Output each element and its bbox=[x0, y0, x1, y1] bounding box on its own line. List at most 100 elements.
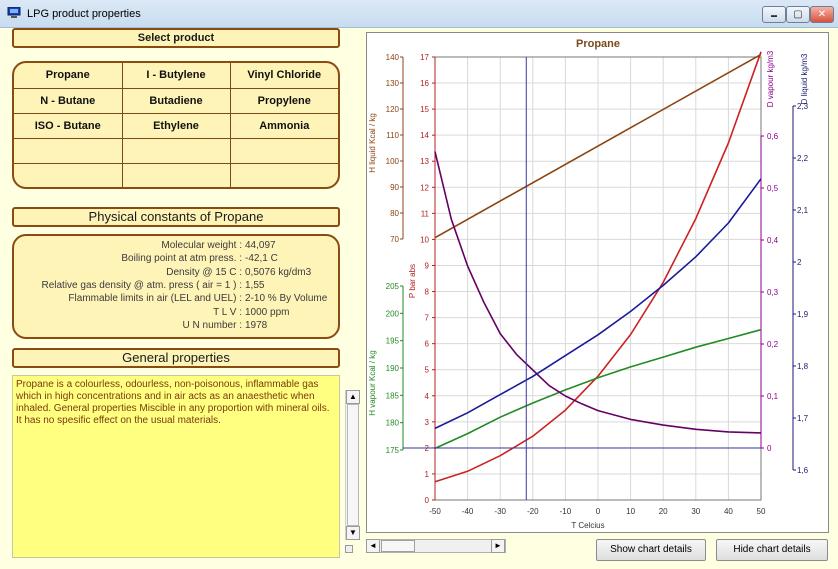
chart-scroll-thumb[interactable] bbox=[381, 540, 415, 552]
product-option-i-butylene[interactable]: I - Butylene bbox=[122, 63, 231, 89]
constant-label: Molecular weight : bbox=[161, 240, 242, 251]
axis-tick-label-h_vapour: 180 bbox=[386, 419, 400, 428]
maximize-icon: ▢ bbox=[793, 9, 803, 20]
product-table: Propane I - Butylene Vinyl Chloride N - But… bbox=[14, 63, 338, 187]
scroll-thumb[interactable] bbox=[347, 404, 359, 526]
product-cell-empty bbox=[230, 138, 338, 164]
general-properties-text[interactable]: Propane is a colourless, odourless, non-… bbox=[12, 375, 340, 558]
product-cell-empty bbox=[14, 138, 123, 164]
constant-label: Boiling point at atm press. : bbox=[121, 253, 242, 265]
scroll-right-button[interactable]: ► bbox=[491, 539, 505, 553]
chart-title: Propane bbox=[576, 38, 620, 50]
scroll-down-button[interactable]: ▼ bbox=[346, 526, 360, 540]
x-tick-label: -10 bbox=[560, 507, 572, 516]
product-cell-empty bbox=[14, 163, 123, 187]
close-button[interactable]: ✕ bbox=[810, 6, 834, 23]
description-scrollbar[interactable]: ▲ ▼ bbox=[345, 390, 360, 540]
product-grid: Propane I - Butylene Vinyl Chloride N - But… bbox=[12, 61, 340, 189]
series-line-h_liquid bbox=[434, 53, 762, 239]
constant-value: -42,1 C bbox=[245, 253, 278, 265]
product-option-vinyl-chloride[interactable]: Vinyl Chloride bbox=[230, 63, 338, 89]
axis-tick-label-p: 13 bbox=[420, 157, 429, 166]
product-option-n-butane[interactable]: N - Butane bbox=[14, 88, 123, 114]
window-title: LPG product properties bbox=[27, 8, 141, 20]
product-option-butadiene[interactable]: Butadiene bbox=[122, 88, 231, 114]
product-option-iso-butane[interactable]: ISO - Butane bbox=[14, 113, 123, 139]
size-grip bbox=[345, 545, 353, 553]
x-tick-label: 40 bbox=[724, 507, 733, 516]
axis-title-h_vapour: H vapour Kcal / kg bbox=[368, 350, 377, 415]
chart-frame: Propane -50 -40 -30 -20 -10 0 10 20 30 40 50 T Celci… bbox=[366, 32, 829, 533]
constant-row: Density @ 15 C :0,5076 kg/dm3 bbox=[14, 267, 338, 280]
axis-tick-label-p: 11 bbox=[421, 209, 430, 218]
maximize-button[interactable]: ▢ bbox=[786, 6, 810, 23]
product-option-propylene[interactable]: Propylene bbox=[230, 88, 338, 114]
title-bar: LPG product properties ▬ ▢ ✕ bbox=[0, 0, 838, 28]
axis-tick-label-p: 16 bbox=[420, 79, 429, 88]
constant-row: Flammable limits in air (LEL and UEL) :2… bbox=[14, 293, 338, 306]
axis-tick-label-h_liquid: 120 bbox=[386, 105, 400, 114]
arrow-up-icon: ▲ bbox=[349, 392, 357, 401]
axis-tick-label-p: 7 bbox=[425, 314, 430, 323]
series-line-p bbox=[434, 51, 762, 483]
axis-tick-label-d_vapour: 0,5 bbox=[767, 184, 779, 193]
axis-tick-label-h_liquid: 140 bbox=[386, 53, 400, 62]
axis-tick-label-h_liquid: 100 bbox=[386, 157, 400, 166]
axis-title-d_liquid: D liquid kg/m3 bbox=[800, 53, 809, 104]
hide-chart-details-button[interactable]: Hide chart details bbox=[716, 539, 828, 561]
scroll-left-button[interactable]: ◄ bbox=[366, 539, 380, 553]
constant-value: 0,5076 kg/dm3 bbox=[245, 266, 312, 278]
axis-tick-label-d_vapour: 0,2 bbox=[767, 340, 779, 349]
axis-tick-label-d_liquid: 2,1 bbox=[797, 206, 809, 215]
axis-tick-label-p: 10 bbox=[420, 235, 429, 244]
product-row bbox=[14, 163, 338, 187]
close-icon: ✕ bbox=[817, 9, 827, 20]
client-area: Select product Propane I - Butylene Vinyl … bbox=[0, 28, 838, 569]
axis-tick-label-p: 6 bbox=[425, 340, 430, 349]
x-tick-label: 50 bbox=[757, 507, 766, 516]
constant-label: Density @ 15 C : bbox=[166, 266, 242, 278]
axis-tick-label-d_vapour: 0,3 bbox=[767, 288, 779, 297]
axis-tick-label-p: 4 bbox=[425, 392, 430, 401]
axis-tick-label-d_vapour: 0,4 bbox=[767, 236, 779, 245]
x-tick-label: 20 bbox=[659, 507, 668, 516]
product-option-propane[interactable]: Propane bbox=[14, 63, 123, 89]
axis-title-p: P bar abs bbox=[408, 264, 417, 298]
series-line-d_vapour bbox=[434, 151, 762, 434]
axis-tick-label-h_liquid: 90 bbox=[390, 183, 399, 192]
arrow-down-icon: ▼ bbox=[349, 528, 357, 537]
axis-tick-label-h_vapour: 200 bbox=[386, 309, 400, 318]
propane-chart[interactable]: Propane-50 -40 -30 -20 -10 0 10 20 30 40 50T Celci… bbox=[367, 33, 828, 532]
constant-label: U N number : bbox=[182, 319, 242, 331]
x-tick-label: -50 bbox=[429, 507, 441, 516]
axis-tick-label-p: 8 bbox=[425, 288, 430, 297]
minimize-button[interactable]: ▬ bbox=[762, 6, 786, 23]
axis-tick-label-h_vapour: 205 bbox=[386, 282, 400, 291]
axis-tick-label-h_liquid: 110 bbox=[386, 131, 399, 140]
axis-tick-label-h_liquid: 80 bbox=[390, 209, 399, 218]
axis-tick-label-d_vapour: 0,1 bbox=[767, 392, 779, 401]
constant-value: 1000 ppm bbox=[245, 306, 290, 318]
x-tick-label: -40 bbox=[462, 507, 474, 516]
product-option-ammonia[interactable]: Ammonia bbox=[230, 113, 338, 139]
axis-tick-label-d_vapour: 0 bbox=[767, 444, 772, 453]
axis-tick-label-h_liquid: 130 bbox=[386, 79, 400, 88]
axis-tick-label-p: 12 bbox=[420, 183, 429, 192]
arrow-right-icon: ► bbox=[494, 541, 502, 550]
axis-tick-label-p: 9 bbox=[425, 261, 430, 270]
axis-tick-label-h_vapour: 195 bbox=[386, 337, 400, 346]
x-tick-label: 0 bbox=[596, 507, 601, 516]
constant-row: Boiling point at atm press. : -42,1 C bbox=[14, 253, 338, 266]
scroll-up-button[interactable]: ▲ bbox=[346, 390, 360, 404]
constant-label: T L V : bbox=[213, 306, 242, 318]
chart-scrollbar[interactable]: ◄ ► bbox=[366, 539, 506, 553]
constant-row: T L V :1000 ppm bbox=[14, 307, 338, 320]
axis-tick-label-p: 3 bbox=[425, 418, 430, 427]
axis-tick-label-h_vapour: 185 bbox=[386, 391, 400, 400]
product-option-ethylene[interactable]: Ethylene bbox=[122, 113, 231, 139]
monitor-icon bbox=[7, 7, 21, 18]
minimize-icon: ▬ bbox=[771, 13, 777, 19]
physical-constants-heading: Physical constants of Propane bbox=[12, 207, 340, 227]
show-chart-details-button[interactable]: Show chart details bbox=[596, 539, 706, 561]
constant-value: 1978 bbox=[245, 319, 268, 331]
